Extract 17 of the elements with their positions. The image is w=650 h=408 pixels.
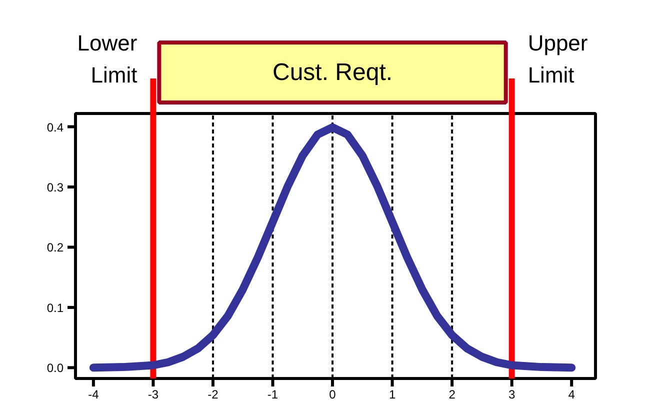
x-tick-label: 1 [388, 388, 396, 402]
y-tick-label: 0.0 [46, 361, 64, 376]
x-tick-label: -3 [148, 388, 159, 402]
x-tick-label: 0 [329, 388, 336, 402]
ref-line-label: Upper Limit [528, 30, 588, 88]
ref-line-label: Lower Limit [77, 30, 138, 88]
y-tick-label: 0.2 [46, 240, 64, 255]
y-tick-label: 0.4 [46, 120, 64, 134]
y-tick-label: 0.1 [46, 300, 64, 315]
x-tick-label: 4 [568, 388, 576, 402]
x-tick-label: 2 [448, 388, 456, 402]
text: Cust. Reqt. [272, 59, 393, 86]
x-tick-label: -2 [208, 388, 219, 402]
x-tick-label: 3 [508, 388, 516, 402]
x-tick-label: -4 [88, 388, 100, 402]
y-tick-label: 0.3 [46, 180, 64, 194]
x-tick-label: -1 [267, 388, 278, 402]
